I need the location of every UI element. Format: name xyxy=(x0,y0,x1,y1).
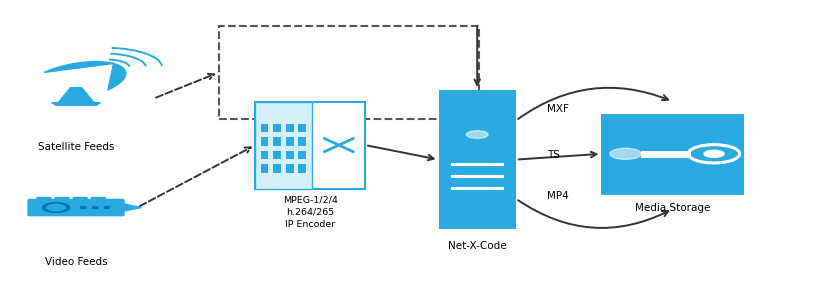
FancyBboxPatch shape xyxy=(273,164,281,173)
Polygon shape xyxy=(52,103,101,105)
FancyBboxPatch shape xyxy=(36,197,52,201)
Circle shape xyxy=(47,204,65,211)
Text: MP4: MP4 xyxy=(546,191,568,201)
FancyBboxPatch shape xyxy=(260,164,268,173)
FancyBboxPatch shape xyxy=(255,102,312,189)
FancyBboxPatch shape xyxy=(286,137,293,146)
FancyBboxPatch shape xyxy=(286,151,293,160)
Circle shape xyxy=(80,207,86,208)
Circle shape xyxy=(104,207,110,208)
Circle shape xyxy=(609,148,640,160)
Polygon shape xyxy=(58,88,94,103)
FancyBboxPatch shape xyxy=(298,137,305,146)
Text: Satellite Feeds: Satellite Feeds xyxy=(38,142,114,152)
FancyBboxPatch shape xyxy=(91,197,106,201)
Text: TS: TS xyxy=(546,150,559,160)
Text: MPEG-1/2/4
h.264/265
IP Encoder: MPEG-1/2/4 h.264/265 IP Encoder xyxy=(283,196,337,229)
FancyBboxPatch shape xyxy=(27,199,124,216)
Text: MXF: MXF xyxy=(546,104,568,114)
FancyBboxPatch shape xyxy=(286,124,293,133)
FancyBboxPatch shape xyxy=(273,151,281,160)
FancyBboxPatch shape xyxy=(73,197,88,201)
FancyBboxPatch shape xyxy=(298,164,305,173)
FancyBboxPatch shape xyxy=(255,102,364,189)
Text: Video Feeds: Video Feeds xyxy=(45,257,107,267)
FancyBboxPatch shape xyxy=(260,137,268,146)
Circle shape xyxy=(466,131,487,139)
Circle shape xyxy=(704,150,723,157)
FancyBboxPatch shape xyxy=(286,164,293,173)
Text: Media Storage: Media Storage xyxy=(634,203,709,213)
FancyBboxPatch shape xyxy=(600,114,743,196)
Text: Net-X-Code: Net-X-Code xyxy=(447,241,506,251)
Circle shape xyxy=(93,207,97,208)
Polygon shape xyxy=(44,62,125,90)
FancyBboxPatch shape xyxy=(260,151,268,160)
FancyBboxPatch shape xyxy=(260,124,268,133)
FancyBboxPatch shape xyxy=(54,197,70,201)
FancyBboxPatch shape xyxy=(298,124,305,133)
Circle shape xyxy=(43,203,70,213)
FancyBboxPatch shape xyxy=(298,151,305,160)
FancyBboxPatch shape xyxy=(273,124,281,133)
FancyBboxPatch shape xyxy=(438,90,515,229)
FancyBboxPatch shape xyxy=(273,137,281,146)
Polygon shape xyxy=(119,203,142,212)
